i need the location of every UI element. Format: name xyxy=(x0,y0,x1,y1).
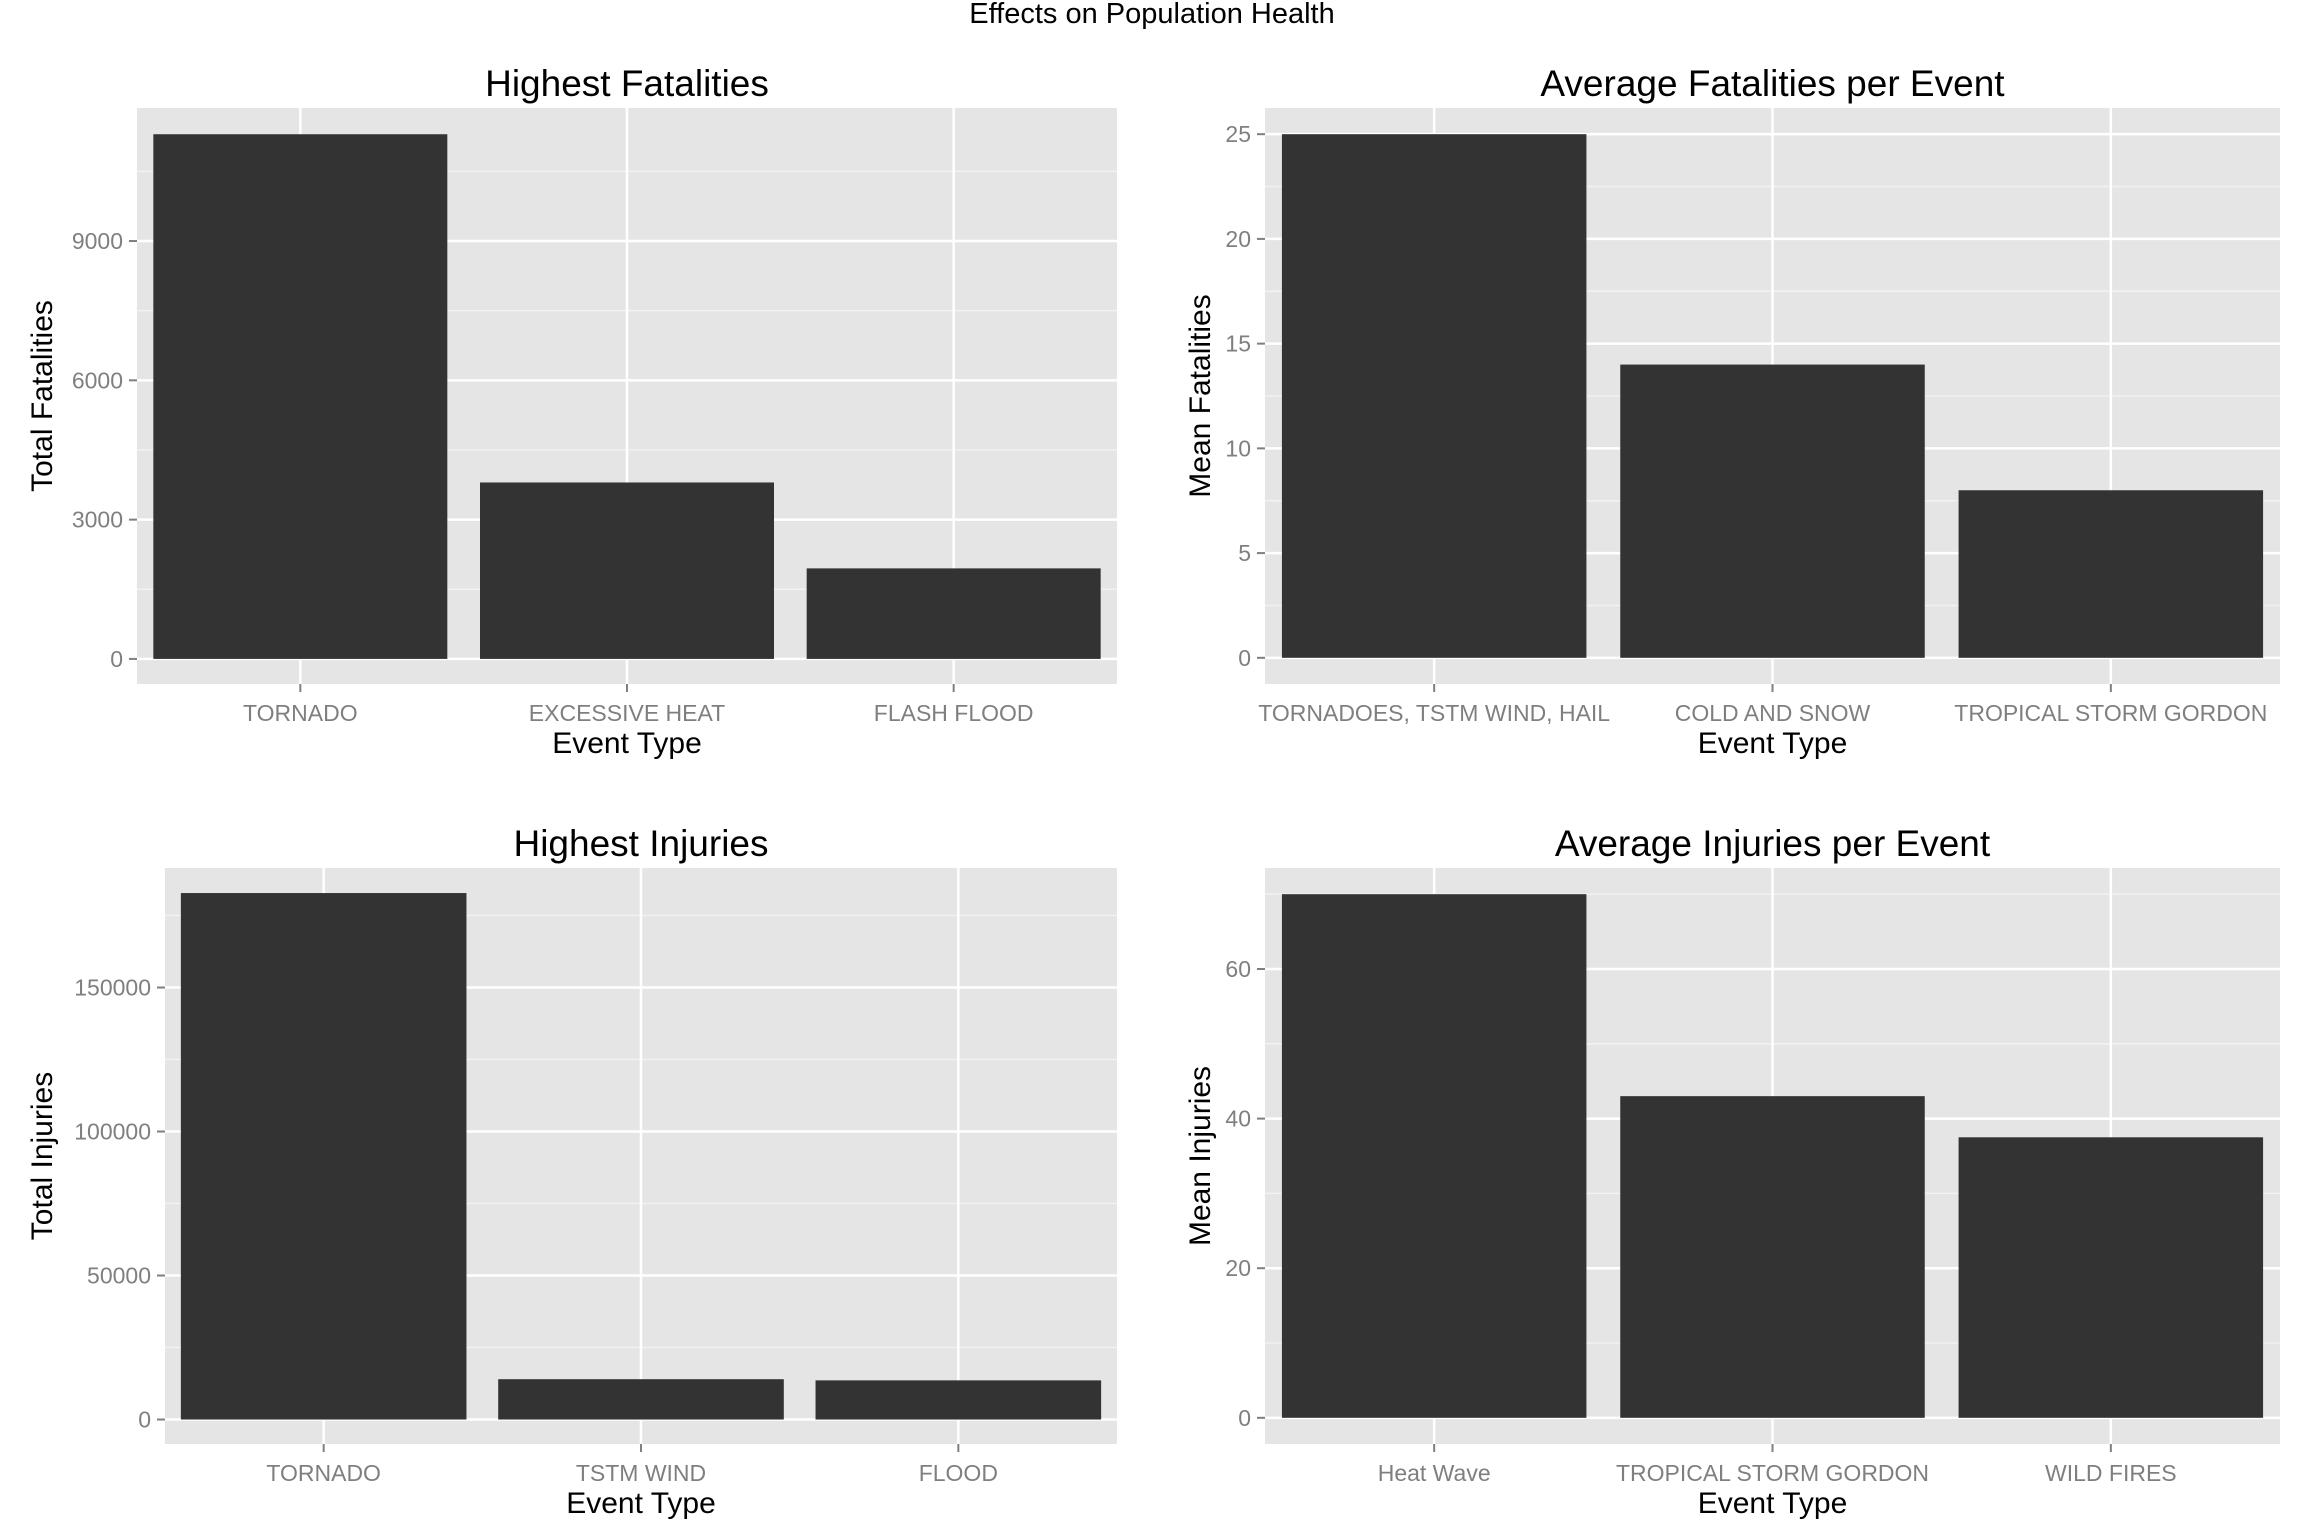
figure-title: Effects on Population Health xyxy=(969,0,1335,30)
y-tick-label: 50000 xyxy=(87,1263,151,1289)
y-tick-label: 10 xyxy=(1225,435,1251,461)
y-tick-label: 40 xyxy=(1225,1106,1251,1132)
bar xyxy=(1620,364,1925,658)
x-tick-label: TROPICAL STORM GORDON xyxy=(1616,1460,1929,1486)
x-tick-label: FLASH FLOOD xyxy=(874,700,1034,726)
x-axis-title: Event Type xyxy=(1698,1487,1848,1520)
bar xyxy=(498,1379,784,1420)
y-tick-label: 20 xyxy=(1225,1255,1251,1281)
chart-title: Average Fatalities per Event xyxy=(1540,63,2005,104)
y-axis-title: Mean Injuries xyxy=(1184,1066,1217,1246)
x-tick-label: FLOOD xyxy=(919,1460,998,1486)
x-tick-label: TORNADO xyxy=(243,700,358,726)
bar xyxy=(1958,1137,2264,1418)
bar xyxy=(806,568,1101,659)
x-tick-label: Heat Wave xyxy=(1378,1460,1491,1486)
x-tick-label: COLD AND SNOW xyxy=(1675,700,1871,726)
bar xyxy=(180,893,467,1420)
y-tick-label: 100000 xyxy=(74,1119,151,1145)
bar xyxy=(1281,894,1587,1418)
x-axis-title: Event Type xyxy=(566,1487,716,1520)
y-axis-title: Mean Fatalities xyxy=(1184,294,1217,497)
bar xyxy=(153,134,448,659)
y-tick-label: 60 xyxy=(1225,956,1251,982)
x-axis-title: Event Type xyxy=(1698,727,1848,760)
y-tick-label: 0 xyxy=(138,1407,151,1433)
bar xyxy=(1958,490,2264,658)
x-tick-label: WILD FIRES xyxy=(2045,1460,2177,1486)
chart-title: Average Injuries per Event xyxy=(1555,823,1991,864)
x-axis-title: Event Type xyxy=(552,727,702,760)
y-tick-label: 20 xyxy=(1225,226,1251,252)
chart-title: Highest Injuries xyxy=(513,823,768,864)
x-tick-label: TORNADOES, TSTM WIND, HAIL xyxy=(1258,700,1610,726)
y-tick-label: 0 xyxy=(1238,1405,1251,1431)
x-tick-label: TROPICAL STORM GORDON xyxy=(1954,700,2267,726)
bar xyxy=(480,482,774,659)
bar xyxy=(1281,134,1587,658)
bar xyxy=(1620,1096,1925,1418)
x-tick-label: EXCESSIVE HEAT xyxy=(529,700,725,726)
y-axis-title: Total Fatalities xyxy=(26,300,59,492)
y-tick-label: 0 xyxy=(1238,645,1251,671)
y-tick-label: 150000 xyxy=(74,975,151,1001)
bar xyxy=(815,1380,1102,1420)
y-tick-label: 3000 xyxy=(72,507,123,533)
y-axis-title: Total Injuries xyxy=(26,1072,59,1240)
chart-title: Highest Fatalities xyxy=(485,63,769,104)
y-tick-label: 25 xyxy=(1225,121,1251,147)
x-tick-label: TORNADO xyxy=(266,1460,381,1486)
x-tick-label: TSTM WIND xyxy=(576,1460,706,1486)
y-tick-label: 5 xyxy=(1238,540,1251,566)
y-tick-label: 15 xyxy=(1225,331,1251,357)
y-tick-label: 6000 xyxy=(72,367,123,393)
y-tick-label: 0 xyxy=(110,646,123,672)
y-tick-label: 9000 xyxy=(72,228,123,254)
